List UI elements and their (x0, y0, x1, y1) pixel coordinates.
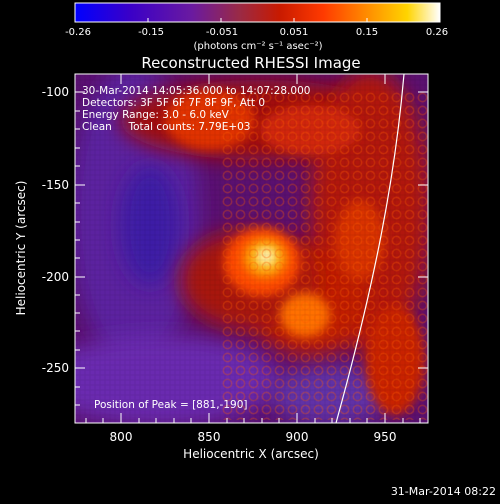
footer-date: 31-Mar-2014 08:22 (390, 485, 496, 498)
y-tick-label: -100 (42, 85, 69, 99)
info-line-time: 30-Mar-2014 14:05:36.000 to 14:07:28.000 (82, 85, 310, 97)
colorbar: -0.26 -0.15 -0.051 0.051 0.15 0.26 (phot… (65, 2, 448, 52)
y-axis-label: Heliocentric Y (arcsec) (14, 181, 28, 316)
x-tick-label: 950 (374, 430, 397, 444)
solar-limb-curve (335, 74, 405, 423)
info-line-detectors: Detectors: 3F 5F 6F 7F 8F 9F, Att 0 (82, 97, 265, 109)
colorbar-tick-label: 0.051 (280, 27, 309, 38)
x-tick-label: 800 (110, 430, 133, 444)
info-annotation: 30-Mar-2014 14:05:36.000 to 14:07:28.000… (82, 85, 310, 133)
colorbar-tick-label: 0.26 (426, 27, 448, 38)
colorbar-gradient (74, 2, 441, 23)
y-tick-label: -250 (42, 361, 69, 375)
x-tick-label: 850 (198, 430, 221, 444)
x-axis-ticks (85, 74, 421, 423)
peak-position-text: Position of Peak = [881,-190] (94, 399, 248, 411)
info-line-energy: Energy Range: 3.0 - 6.0 keV (82, 109, 230, 121)
colorbar-tick-label: -0.26 (65, 27, 91, 38)
x-axis-label: Heliocentric X (arcsec) (183, 447, 319, 461)
y-axis-ticks (75, 91, 428, 406)
colorbar-tick-label: 0.15 (356, 27, 378, 38)
image-title: Reconstructed RHESSI Image (141, 54, 360, 72)
colorbar-ticks (74, 18, 441, 22)
rhessi-image (75, 74, 428, 423)
y-tick-label: -150 (42, 178, 69, 192)
y-tick-label: -200 (42, 270, 69, 284)
colorbar-tick-label: -0.051 (206, 27, 238, 38)
plot-frame (74, 73, 429, 424)
info-line-counts: Clean Total counts: 7.79E+03 (82, 121, 251, 133)
colorbar-units: (photons cm⁻² s⁻¹ asec⁻²) (193, 41, 322, 52)
x-tick-label: 900 (286, 430, 309, 444)
colorbar-tick-label: -0.15 (138, 27, 164, 38)
